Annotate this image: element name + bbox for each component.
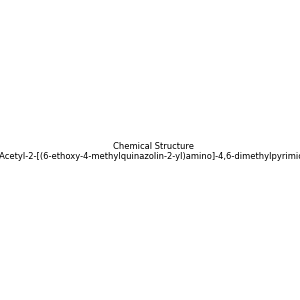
Text: Chemical Structure
5-Acetyl-2-[(6-ethoxy-4-methylquinazolin-2-yl)amino]-4,6-dime: Chemical Structure 5-Acetyl-2-[(6-ethoxy…	[0, 142, 300, 161]
